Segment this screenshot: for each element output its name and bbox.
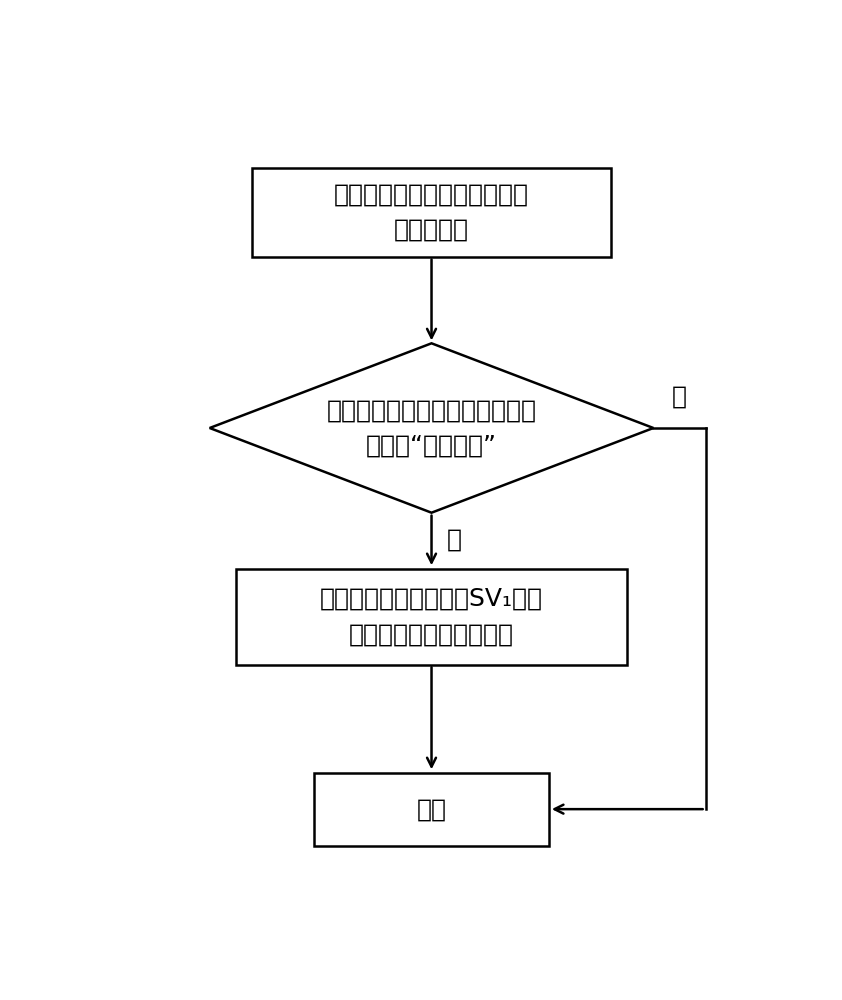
Polygon shape bbox=[210, 343, 653, 513]
Text: 结束: 结束 bbox=[417, 797, 446, 821]
Text: 根据回油前、后的过冷度判断是
否满足“降噪控制”: 根据回油前、后的过冷度判断是 否满足“降噪控制” bbox=[327, 398, 536, 458]
FancyBboxPatch shape bbox=[314, 773, 549, 846]
FancyBboxPatch shape bbox=[236, 569, 627, 665]
FancyBboxPatch shape bbox=[252, 168, 611, 257]
Text: 运行参数满足预设条件，多联
机进行回油: 运行参数满足预设条件，多联 机进行回油 bbox=[334, 183, 529, 242]
Text: 否: 否 bbox=[672, 385, 687, 409]
Text: 是: 是 bbox=[447, 528, 462, 552]
Text: 打开降噪装置的电磁阀SV₁，冷
媒在室外机一侧进行循环: 打开降噪装置的电磁阀SV₁，冷 媒在室外机一侧进行循环 bbox=[320, 587, 543, 646]
